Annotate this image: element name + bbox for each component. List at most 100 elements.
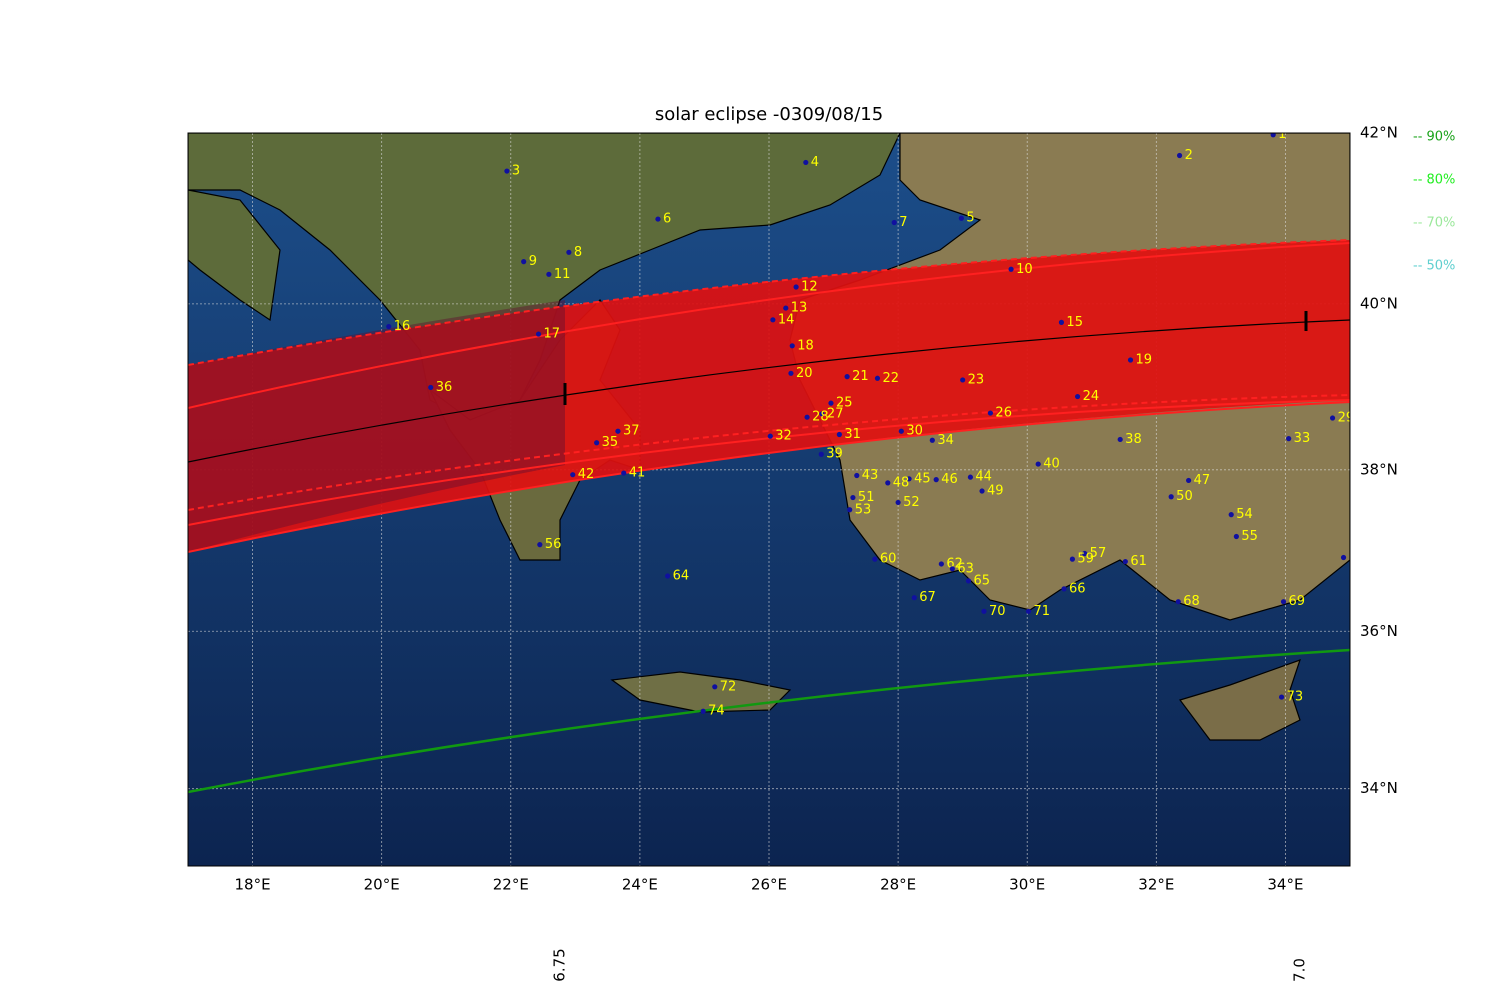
city-label: 23: [968, 372, 985, 387]
x-tick-label: 26°E: [751, 876, 787, 894]
city-label: 2: [1185, 148, 1193, 163]
city-marker: [850, 494, 856, 501]
city-label: 30: [906, 424, 923, 439]
x-tick-label: 34°E: [1267, 876, 1303, 894]
city-label: 21: [852, 369, 869, 384]
city-marker: [844, 374, 850, 380]
center-line: [188, 319, 1350, 463]
y-tick-label: 40°N: [1360, 294, 1398, 312]
city-label: 16: [394, 319, 411, 334]
city-label: 9: [529, 254, 537, 269]
city-marker: [767, 433, 773, 439]
city-marker: [770, 317, 776, 323]
city-label: 29: [1338, 411, 1355, 426]
city-label: 39: [826, 447, 843, 462]
city-marker: [1280, 599, 1287, 605]
city-marker: [537, 542, 543, 548]
city-label: 15: [1066, 315, 1083, 330]
city-label: 11: [554, 267, 571, 282]
city-marker: [1168, 494, 1174, 500]
city-label: 19: [1136, 352, 1153, 367]
city-marker: [621, 470, 627, 476]
legend-entry: -- 70%: [1413, 216, 1455, 231]
city-marker: [1117, 436, 1123, 443]
city-label: 20: [796, 366, 813, 381]
city-label: 7: [899, 215, 907, 230]
city-label: 25: [836, 396, 853, 411]
city-label: 72: [720, 679, 737, 694]
city-marker: [1340, 554, 1347, 561]
city-marker: [1270, 133, 1276, 138]
city-marker: [803, 159, 809, 166]
city-marker: [872, 556, 878, 562]
city-label: 64: [673, 569, 690, 584]
city-marker: [1082, 550, 1088, 557]
city-label: 55: [1241, 529, 1258, 544]
y-tick-label: 36°N: [1360, 622, 1398, 640]
city-label: 66: [1069, 581, 1086, 596]
city-marker: [428, 384, 434, 391]
city-marker: [594, 440, 600, 446]
city-label: 24: [1083, 389, 1100, 404]
city-marker: [1228, 512, 1234, 518]
city-label: 34: [937, 433, 954, 448]
city-marker: [819, 411, 825, 417]
y-tick-label: 38°N: [1360, 460, 1398, 478]
city-marker: [818, 451, 824, 457]
city-marker: [981, 608, 987, 614]
city-label: 59: [1077, 552, 1094, 567]
x-tick-label: 30°E: [1009, 876, 1045, 894]
city-label: 4: [811, 155, 819, 170]
city-marker: [828, 400, 834, 406]
city-marker: [1186, 477, 1192, 484]
city-marker: [938, 561, 944, 567]
city-marker: [655, 216, 661, 222]
x-tick-label: 24°E: [622, 876, 658, 894]
city-label: 8: [574, 245, 582, 260]
land-italy: [188, 189, 281, 322]
city-marker: [1035, 461, 1041, 467]
city-label: 35: [602, 435, 619, 450]
city-marker: [933, 477, 939, 483]
city-marker: [1278, 694, 1285, 700]
city-marker: [783, 305, 789, 311]
city-marker: [712, 684, 718, 690]
city-label: 6: [663, 212, 671, 227]
city-label: 18: [797, 338, 814, 353]
city-label: 10: [1016, 262, 1033, 277]
city-marker: [847, 507, 853, 513]
city-marker: [836, 431, 842, 438]
city-marker: [1058, 319, 1065, 325]
city-label: 27: [827, 406, 844, 421]
city-marker: [874, 375, 881, 381]
city-label: 31: [844, 427, 861, 442]
city-marker: [793, 284, 799, 290]
city-label: 52: [903, 495, 920, 510]
city-label: 57: [1090, 546, 1107, 561]
city-marker: [1286, 436, 1292, 442]
city-label: 32: [775, 429, 792, 444]
city-label: 38: [1125, 432, 1142, 447]
city-label: 67: [919, 590, 936, 605]
city-label: 33: [1294, 431, 1311, 446]
city-label: 65: [973, 573, 990, 588]
x-tick-label: 28°E: [880, 876, 916, 894]
city-marker: [570, 472, 576, 478]
city-label: 58: [1349, 550, 1366, 565]
city-label: 26: [995, 406, 1012, 421]
eclipse-band: [188, 240, 1350, 552]
city-marker: [929, 437, 935, 443]
city-marker: [504, 168, 510, 174]
city-marker: [1233, 533, 1239, 540]
city-label: 70: [989, 604, 1006, 619]
city-marker: [895, 499, 901, 506]
city-label: 54: [1236, 507, 1253, 522]
city-label: 28: [812, 410, 829, 425]
city-marker: [1122, 558, 1128, 565]
city-marker: [1069, 556, 1076, 562]
land-cyprus: [1179, 659, 1301, 741]
city-marker: [700, 708, 706, 714]
city-marker: [979, 488, 985, 494]
city-marker: [885, 480, 891, 486]
